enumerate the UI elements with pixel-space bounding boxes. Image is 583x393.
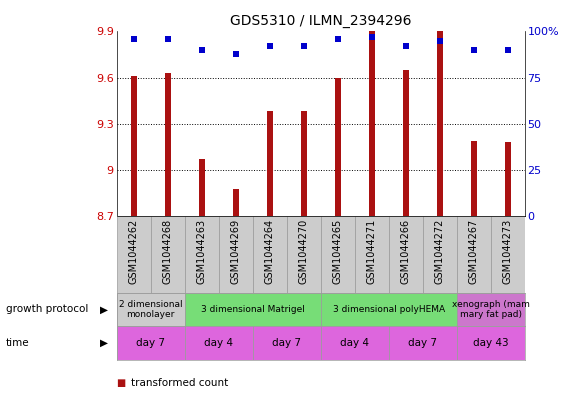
Bar (117, 293, 185, 326)
Point (435, 38, 444, 44)
Text: GSM1044266: GSM1044266 (401, 219, 410, 284)
Bar (164, 73, 171, 216)
Text: GSM1044273: GSM1044273 (503, 219, 512, 284)
Bar (185, 216, 219, 293)
Bar (131, 76, 136, 216)
Text: day 7: day 7 (408, 338, 437, 348)
Text: transformed count: transformed count (131, 378, 229, 388)
Bar (470, 141, 477, 216)
Point (129, 36, 138, 42)
Bar (199, 159, 205, 216)
Text: ■: ■ (117, 378, 126, 388)
Bar (491, 216, 525, 293)
Point (163, 36, 173, 42)
Text: day 43: day 43 (473, 338, 508, 348)
Bar (505, 142, 511, 216)
Text: GSM1044269: GSM1044269 (231, 219, 241, 284)
Text: day 4: day 4 (204, 338, 233, 348)
Bar (185, 293, 321, 326)
Point (265, 43, 274, 50)
Text: day 7: day 7 (272, 338, 301, 348)
Bar (368, 31, 375, 216)
Text: GSM1044262: GSM1044262 (129, 219, 139, 284)
Bar (437, 31, 442, 216)
Bar (354, 216, 389, 293)
Bar (389, 326, 456, 360)
Bar (321, 293, 456, 326)
Text: ▶: ▶ (100, 305, 108, 314)
Bar (117, 216, 150, 293)
Bar (321, 216, 354, 293)
Bar (185, 326, 252, 360)
Text: GSM1044272: GSM1044272 (435, 219, 445, 284)
Bar (456, 216, 491, 293)
Text: 2 dimensional
monolayer: 2 dimensional monolayer (119, 300, 182, 319)
Text: growth protocol: growth protocol (6, 305, 88, 314)
Text: xenograph (mam
mary fat pad): xenograph (mam mary fat pad) (452, 300, 529, 319)
Bar (456, 293, 525, 326)
Text: 3 dimensional polyHEMA: 3 dimensional polyHEMA (333, 305, 445, 314)
Point (503, 47, 512, 53)
Bar (423, 216, 456, 293)
Text: GSM1044271: GSM1044271 (367, 219, 377, 284)
Bar (403, 70, 409, 216)
Text: ▶: ▶ (100, 338, 108, 348)
Bar (389, 216, 423, 293)
Bar (252, 326, 321, 360)
Bar (233, 189, 238, 216)
Point (231, 50, 240, 57)
Bar (456, 326, 525, 360)
Point (469, 47, 478, 53)
Bar (150, 216, 185, 293)
Bar (266, 112, 273, 216)
Text: time: time (6, 338, 30, 348)
Point (367, 34, 377, 40)
Text: day 4: day 4 (340, 338, 369, 348)
Bar (252, 216, 287, 293)
Text: day 7: day 7 (136, 338, 165, 348)
Bar (301, 112, 307, 216)
Title: GDS5310 / ILMN_2394296: GDS5310 / ILMN_2394296 (230, 14, 412, 28)
Point (197, 47, 206, 53)
Text: GSM1044265: GSM1044265 (333, 219, 343, 284)
Text: GSM1044263: GSM1044263 (196, 219, 206, 284)
Bar (117, 326, 185, 360)
Point (333, 36, 342, 42)
Point (299, 43, 308, 50)
Text: 3 dimensional Matrigel: 3 dimensional Matrigel (201, 305, 304, 314)
Text: GSM1044270: GSM1044270 (298, 219, 308, 284)
Bar (335, 78, 340, 216)
Bar (287, 216, 321, 293)
Bar (219, 216, 252, 293)
Text: GSM1044268: GSM1044268 (163, 219, 173, 284)
Bar (321, 326, 389, 360)
Point (401, 43, 410, 50)
Text: GSM1044267: GSM1044267 (469, 219, 479, 284)
Text: GSM1044264: GSM1044264 (265, 219, 275, 284)
